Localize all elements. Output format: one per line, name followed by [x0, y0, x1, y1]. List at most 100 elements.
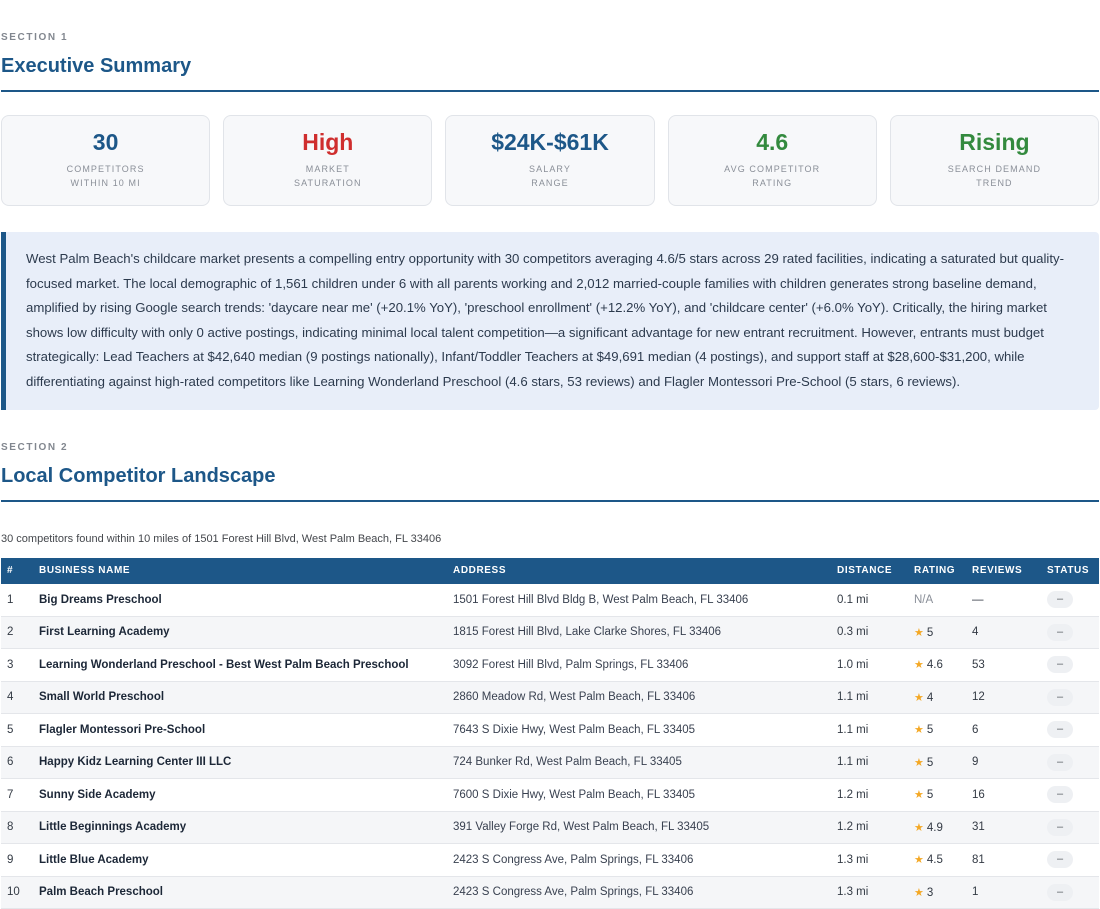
business-name: Little Blue Academy [37, 844, 451, 877]
distance: 1.2 mi [831, 779, 908, 812]
star-icon: ★ [914, 627, 924, 639]
status-cell: – [1041, 616, 1099, 649]
status-badge: – [1047, 819, 1073, 836]
business-name: Sunny Side Academy [37, 779, 451, 812]
competitor-table: # BUSINESS NAME ADDRESS DISTANCE RATING … [1, 558, 1099, 909]
star-icon: ★ [914, 659, 924, 671]
stat-label: AVG COMPETITORRATING [724, 163, 820, 191]
address: 1815 Forest Hill Blvd, Lake Clarke Shore… [451, 616, 831, 649]
table-row: 4 Small World Preschool 2860 Meadow Rd, … [1, 681, 1099, 714]
reviews-count: 9 [966, 746, 1041, 779]
status-cell: – [1041, 681, 1099, 714]
row-number: 9 [1, 844, 37, 877]
header-address: ADDRESS [451, 558, 831, 584]
distance: 1.1 mi [831, 681, 908, 714]
section1-label: SECTION 1 [1, 32, 1099, 43]
section1-title: Executive Summary [1, 55, 1099, 78]
row-number: 2 [1, 616, 37, 649]
stat-card-saturation: High MARKETSATURATION [223, 115, 432, 206]
business-name: Learning Wonderland Preschool - Best Wes… [37, 649, 451, 682]
reviews-count: 4 [966, 616, 1041, 649]
address: 3092 Forest Hill Blvd, Palm Springs, FL … [451, 649, 831, 682]
section1-divider [1, 90, 1099, 92]
stat-card-search-trend: Rising SEARCH DEMANDTREND [890, 115, 1099, 206]
reviews-count: 16 [966, 779, 1041, 812]
business-name: Little Beginnings Academy [37, 811, 451, 844]
address: 1501 Forest Hill Blvd Bldg B, West Palm … [451, 584, 831, 617]
section2-title: Local Competitor Landscape [1, 465, 1099, 488]
status-badge: – [1047, 656, 1073, 673]
report-page: SECTION 1 Executive Summary 30 COMPETITO… [0, 32, 1100, 909]
status-badge: – [1047, 754, 1073, 771]
header-num: # [1, 558, 37, 584]
competitor-count-note: 30 competitors found within 10 miles of … [1, 533, 1099, 545]
business-name: Palm Beach Preschool [37, 876, 451, 909]
status-cell: – [1041, 584, 1099, 617]
distance: 1.1 mi [831, 714, 908, 747]
star-icon: ★ [914, 887, 924, 899]
table-row: 3 Learning Wonderland Preschool - Best W… [1, 649, 1099, 682]
status-badge: – [1047, 851, 1073, 868]
status-badge: – [1047, 786, 1073, 803]
section2-label: SECTION 2 [1, 442, 1099, 453]
distance: 1.3 mi [831, 876, 908, 909]
row-number: 6 [1, 746, 37, 779]
header-reviews: REVIEWS [966, 558, 1041, 584]
distance: 1.1 mi [831, 746, 908, 779]
star-icon: ★ [914, 854, 924, 866]
stat-label: COMPETITORSWITHIN 10 MI [67, 163, 145, 191]
stat-value: High [302, 130, 353, 155]
row-number: 4 [1, 681, 37, 714]
business-name: Happy Kidz Learning Center III LLC [37, 746, 451, 779]
section2-divider [1, 500, 1099, 502]
table-row: 2 First Learning Academy 1815 Forest Hil… [1, 616, 1099, 649]
reviews-count: 53 [966, 649, 1041, 682]
row-number: 8 [1, 811, 37, 844]
status-cell: – [1041, 649, 1099, 682]
stat-card-avg-rating: 4.6 AVG COMPETITORRATING [668, 115, 877, 206]
table-row: 9 Little Blue Academy 2423 S Congress Av… [1, 844, 1099, 877]
row-number: 5 [1, 714, 37, 747]
status-badge: – [1047, 884, 1073, 901]
star-icon: ★ [914, 724, 924, 736]
rating: ★5 [908, 746, 966, 779]
stat-value: $24K-$61K [491, 130, 609, 155]
distance: 1.2 mi [831, 811, 908, 844]
competitor-table-header: # BUSINESS NAME ADDRESS DISTANCE RATING … [1, 558, 1099, 584]
address: 7643 S Dixie Hwy, West Palm Beach, FL 33… [451, 714, 831, 747]
table-row: 1 Big Dreams Preschool 1501 Forest Hill … [1, 584, 1099, 617]
stat-value: 4.6 [756, 130, 788, 155]
distance: 1.3 mi [831, 844, 908, 877]
distance: 0.3 mi [831, 616, 908, 649]
address: 724 Bunker Rd, West Palm Beach, FL 33405 [451, 746, 831, 779]
stat-cards-row: 30 COMPETITORSWITHIN 10 MI High MARKETSA… [1, 115, 1099, 206]
reviews-count: 31 [966, 811, 1041, 844]
status-cell: – [1041, 876, 1099, 909]
reviews-count: 81 [966, 844, 1041, 877]
address: 2423 S Congress Ave, Palm Springs, FL 33… [451, 844, 831, 877]
address: 2423 S Congress Ave, Palm Springs, FL 33… [451, 876, 831, 909]
table-row: 6 Happy Kidz Learning Center III LLC 724… [1, 746, 1099, 779]
stat-label: SALARYRANGE [529, 163, 571, 191]
rating: ★5 [908, 714, 966, 747]
distance: 0.1 mi [831, 584, 908, 617]
status-cell: – [1041, 811, 1099, 844]
rating: ★4.5 [908, 844, 966, 877]
rating: ★5 [908, 616, 966, 649]
status-badge: – [1047, 689, 1073, 706]
table-row: 10 Palm Beach Preschool 2423 S Congress … [1, 876, 1099, 909]
header-rating: RATING [908, 558, 966, 584]
business-name: First Learning Academy [37, 616, 451, 649]
reviews-count: 12 [966, 681, 1041, 714]
stat-value: Rising [959, 130, 1029, 155]
row-number: 3 [1, 649, 37, 682]
row-number: 1 [1, 584, 37, 617]
rating: ★5 [908, 779, 966, 812]
stat-card-salary-range: $24K-$61K SALARYRANGE [445, 115, 654, 206]
reviews-count: 6 [966, 714, 1041, 747]
rating: ★4.9 [908, 811, 966, 844]
star-icon: ★ [914, 757, 924, 769]
star-icon: ★ [914, 692, 924, 704]
status-cell: – [1041, 714, 1099, 747]
stat-card-competitors: 30 COMPETITORSWITHIN 10 MI [1, 115, 210, 206]
